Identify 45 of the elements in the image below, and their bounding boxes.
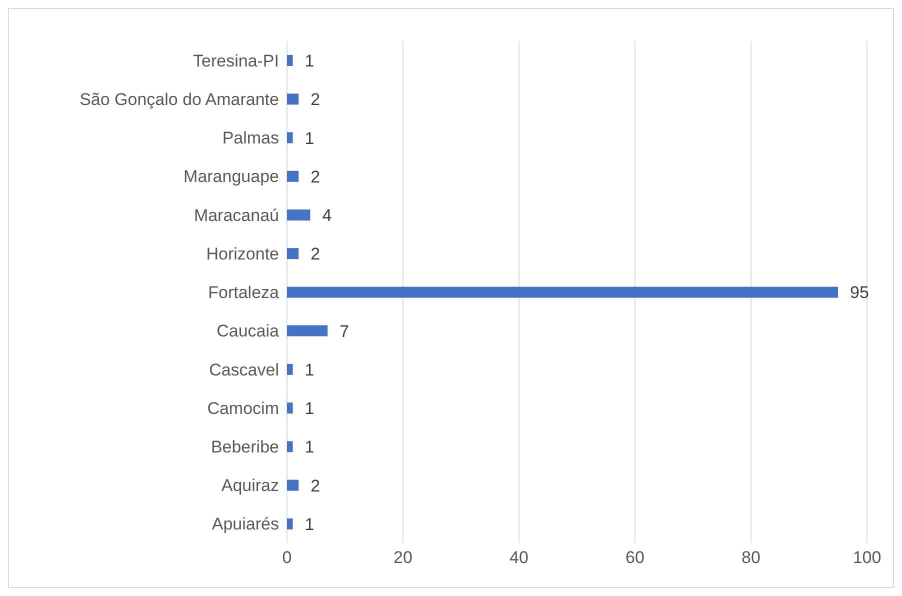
data-label: 2 xyxy=(310,244,320,264)
data-label: 95 xyxy=(850,283,869,302)
y-tick-label: Apuiarés xyxy=(212,514,279,534)
bar xyxy=(287,518,293,530)
data-label: 1 xyxy=(304,399,314,418)
bar xyxy=(287,55,293,66)
bar xyxy=(287,325,328,336)
bar xyxy=(287,402,293,414)
x-tick-label: 100 xyxy=(852,548,882,568)
data-label: 4 xyxy=(322,206,332,225)
x-tick-label: 40 xyxy=(510,548,528,568)
data-label: 1 xyxy=(304,514,314,534)
y-tick-label: Maranguape xyxy=(184,167,279,186)
y-tick-label: Palmas xyxy=(222,128,279,148)
data-label: 7 xyxy=(340,322,350,341)
data-label: 1 xyxy=(304,438,314,457)
y-tick-label: Cascavel xyxy=(209,360,279,380)
y-tick-label: São Gonçalo do Amarante xyxy=(80,90,279,109)
y-tick-label: Beberibe xyxy=(210,437,279,456)
data-label: 2 xyxy=(310,167,320,186)
bar xyxy=(287,480,299,491)
bar xyxy=(287,209,310,220)
x-tick-label: 60 xyxy=(626,548,644,568)
y-tick-label: Caucaia xyxy=(216,322,280,341)
bar xyxy=(287,364,293,375)
bar xyxy=(287,286,838,298)
y-tick-label: Fortaleza xyxy=(208,283,280,302)
data-label: 2 xyxy=(310,476,320,496)
y-tick-label: Horizonte xyxy=(206,244,279,264)
x-tick-label: 80 xyxy=(742,548,760,568)
bar xyxy=(287,132,293,144)
y-tick-label: Teresina-PI xyxy=(193,51,279,70)
bar xyxy=(287,170,299,182)
bar xyxy=(287,94,299,105)
y-tick-label: Camocim xyxy=(207,398,279,418)
data-label: 1 xyxy=(304,360,314,380)
y-tick-label: Maracanaú xyxy=(194,206,279,225)
data-label: 1 xyxy=(304,52,314,71)
data-label: 1 xyxy=(304,128,314,148)
x-tick-label: 20 xyxy=(394,548,412,568)
x-tick-label: 0 xyxy=(282,548,292,568)
y-tick-label: Aquiraz xyxy=(221,476,279,496)
data-label: 2 xyxy=(310,90,320,110)
bar xyxy=(287,248,299,260)
bar xyxy=(287,441,293,452)
